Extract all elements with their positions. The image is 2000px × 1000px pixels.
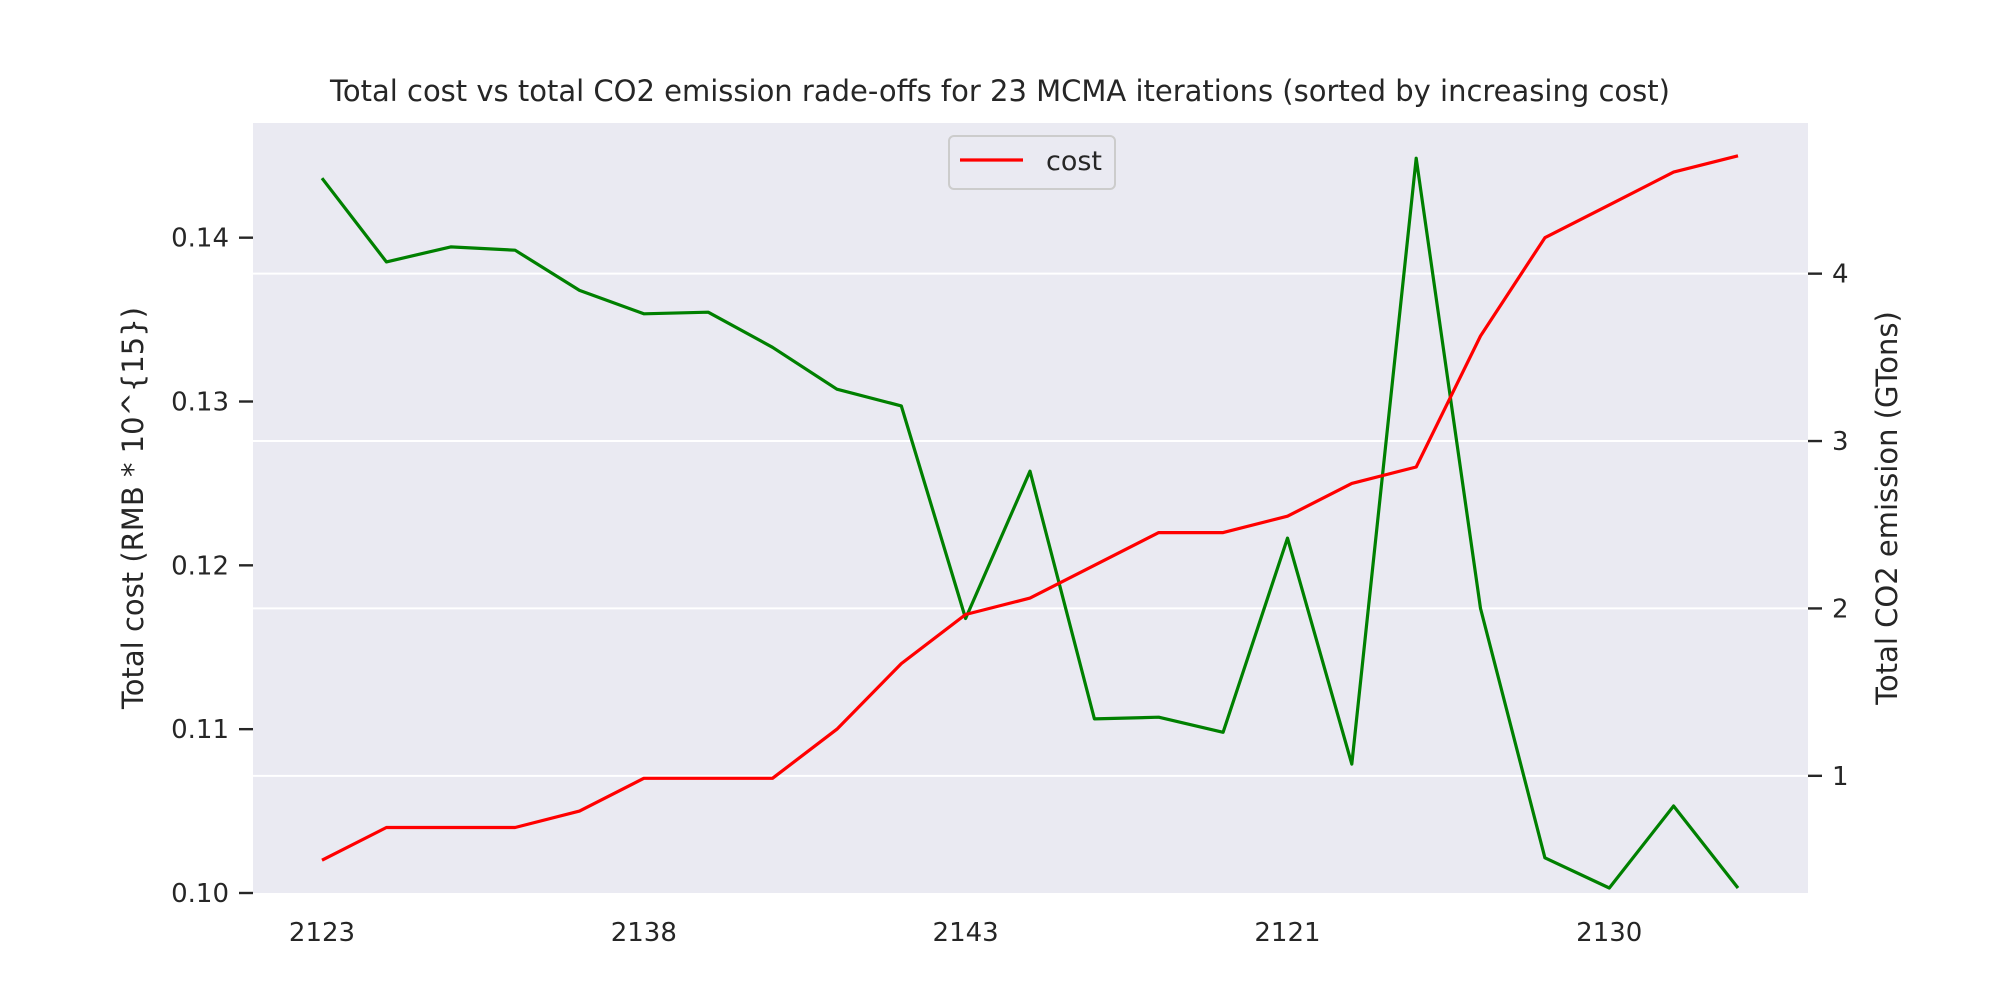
right-tick-label: 1 (1832, 762, 1849, 792)
series-line-right (320, 156, 1740, 890)
right-tick-label: 2 (1832, 594, 1849, 624)
left-tick-label: 0.13 (171, 388, 229, 418)
left-tick-label: 0.11 (171, 715, 229, 745)
left-axis-label: Total cost (RMB * 10^{15}) (116, 307, 150, 710)
right-tick-label: 4 (1832, 260, 1849, 290)
x-tick-label: 2143 (933, 918, 999, 948)
legend-label-cost: cost (1046, 146, 1102, 177)
left-tick-label: 0.10 (171, 879, 229, 909)
right-axis-label: Total CO2 emission (GTons) (1870, 311, 1904, 706)
chart-title: Total cost vs total CO2 emission rade-of… (329, 74, 1670, 108)
series-line-cost (321, 154, 1739, 862)
legend-box (948, 135, 1116, 190)
left-tick-label: 0.14 (171, 224, 229, 254)
left-tick-label: 0.12 (171, 551, 229, 581)
x-tick-label: 2121 (1254, 918, 1320, 948)
x-tick-label: 2123 (289, 918, 355, 948)
x-tick-label: 2138 (611, 918, 677, 948)
plot-background (253, 123, 1808, 893)
right-tick-label: 3 (1832, 427, 1849, 457)
x-tick-label: 2130 (1576, 918, 1642, 948)
